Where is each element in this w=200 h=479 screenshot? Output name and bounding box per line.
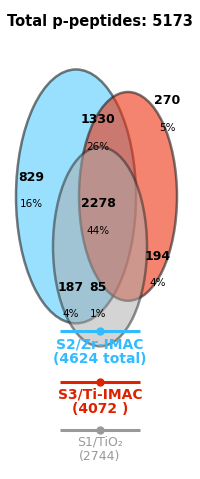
- Text: 270: 270: [154, 94, 180, 107]
- Text: 829: 829: [18, 171, 44, 184]
- Text: 2278: 2278: [81, 197, 115, 210]
- Text: (2744): (2744): [79, 450, 121, 463]
- Text: S1/TiO₂: S1/TiO₂: [77, 436, 123, 449]
- Text: S2/Zr-IMAC: S2/Zr-IMAC: [56, 338, 144, 352]
- Text: Total p-peptides: 5173: Total p-peptides: 5173: [7, 14, 193, 29]
- Text: 26%: 26%: [86, 142, 110, 152]
- Text: S3/Ti-IMAC: S3/Ti-IMAC: [58, 388, 142, 402]
- Text: 16%: 16%: [19, 199, 43, 209]
- Text: (4072 ): (4072 ): [72, 402, 128, 416]
- Ellipse shape: [53, 147, 147, 346]
- Ellipse shape: [16, 69, 136, 323]
- Text: 85: 85: [89, 281, 107, 294]
- Text: 1330: 1330: [81, 114, 115, 126]
- Text: (4624 total): (4624 total): [53, 352, 147, 366]
- Text: 44%: 44%: [86, 226, 110, 236]
- Text: 1%: 1%: [90, 309, 106, 319]
- Text: 194: 194: [145, 250, 171, 263]
- Text: 4%: 4%: [63, 309, 79, 319]
- Ellipse shape: [79, 92, 177, 301]
- Text: 5%: 5%: [159, 123, 175, 133]
- Text: 187: 187: [58, 281, 84, 294]
- Text: 4%: 4%: [150, 278, 166, 288]
